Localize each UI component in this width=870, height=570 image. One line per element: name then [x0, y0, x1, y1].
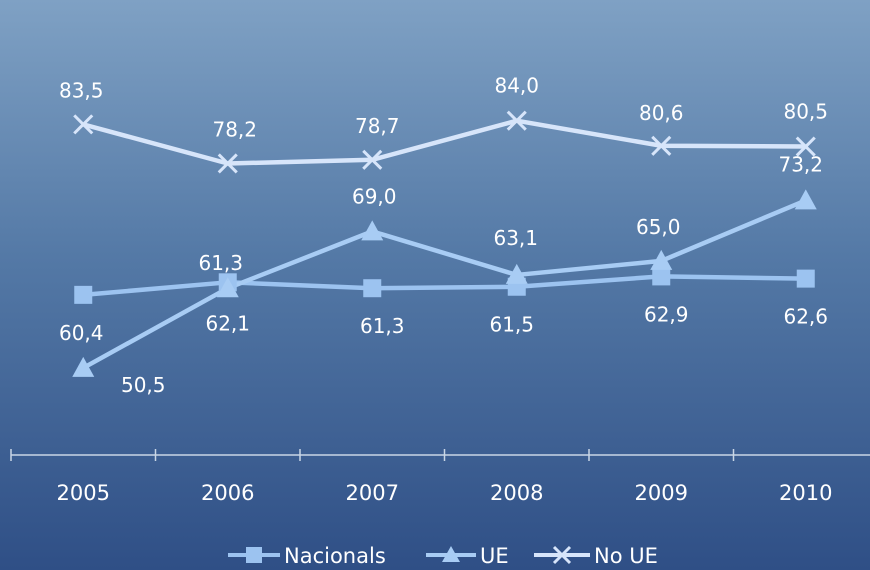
data-label: 78,7 — [355, 114, 400, 138]
data-label: 62,6 — [783, 305, 828, 329]
point-ue — [361, 220, 384, 241]
data-label: 50,5 — [121, 373, 166, 397]
data-label: 84,0 — [494, 74, 539, 98]
point-no-ue — [795, 136, 816, 157]
data-label: 83,5 — [59, 78, 104, 102]
data-label: 63,1 — [493, 226, 538, 250]
point-nacionals — [363, 279, 382, 298]
point-no-ue — [506, 110, 527, 131]
x-tick-label: 2010 — [779, 481, 832, 505]
point-no-ue — [73, 114, 94, 135]
point-nacionals — [652, 267, 671, 286]
point-ue — [650, 249, 673, 270]
x-tick-label: 2006 — [201, 481, 254, 505]
data-label: 61,3 — [360, 314, 405, 338]
data-labels: 60,4 62,1 61,3 61,5 62,9 62,6 50,5 61,3 69,0 63,1… — [59, 74, 828, 397]
data-label: 65,0 — [636, 215, 681, 239]
point-ue — [794, 189, 817, 210]
point-no-ue — [651, 135, 672, 156]
point-no-ue — [217, 153, 238, 174]
x-axis: 2005 2006 2007 2008 2009 2010 — [10, 449, 870, 505]
series-line-0 — [83, 274, 806, 298]
point-no-ue — [362, 149, 383, 170]
data-label: 60,4 — [59, 321, 104, 345]
legend-marker — [552, 545, 572, 565]
legend-marker — [246, 547, 262, 563]
legend-label: UE — [480, 544, 509, 568]
data-label: 69,0 — [352, 184, 397, 208]
data-label: 61,3 — [198, 251, 243, 275]
legend-label: Nacionals — [284, 544, 386, 568]
point-ue — [216, 277, 239, 298]
series-markers — [72, 110, 817, 377]
data-label: 73,2 — [778, 152, 823, 176]
data-label: 62,1 — [205, 311, 250, 335]
point-nacionals — [796, 269, 815, 288]
legend-item-nacionals: Nacionals — [228, 544, 386, 568]
data-label: 61,5 — [489, 313, 534, 337]
point-ue — [505, 263, 528, 284]
legend: Nacionals UE No UE — [228, 544, 658, 568]
series-line-1 — [82, 198, 807, 370]
x-tick-label: 2008 — [490, 481, 543, 505]
data-label: 62,9 — [644, 302, 689, 326]
legend-label: No UE — [594, 544, 658, 568]
data-label: 80,5 — [783, 100, 828, 124]
series-line-2 — [82, 118, 806, 166]
series-lines — [82, 118, 807, 370]
data-label: 78,2 — [212, 117, 257, 141]
x-tick-label: 2005 — [57, 481, 110, 505]
x-tick-label: 2009 — [635, 481, 688, 505]
data-label: 80,6 — [639, 101, 684, 125]
legend-item-no-ue: No UE — [534, 544, 658, 568]
point-ue — [72, 356, 95, 377]
point-nacionals — [74, 285, 93, 304]
legend-item-ue: UE — [426, 544, 509, 568]
x-tick-label: 2007 — [346, 481, 399, 505]
legend-marker — [442, 546, 460, 562]
